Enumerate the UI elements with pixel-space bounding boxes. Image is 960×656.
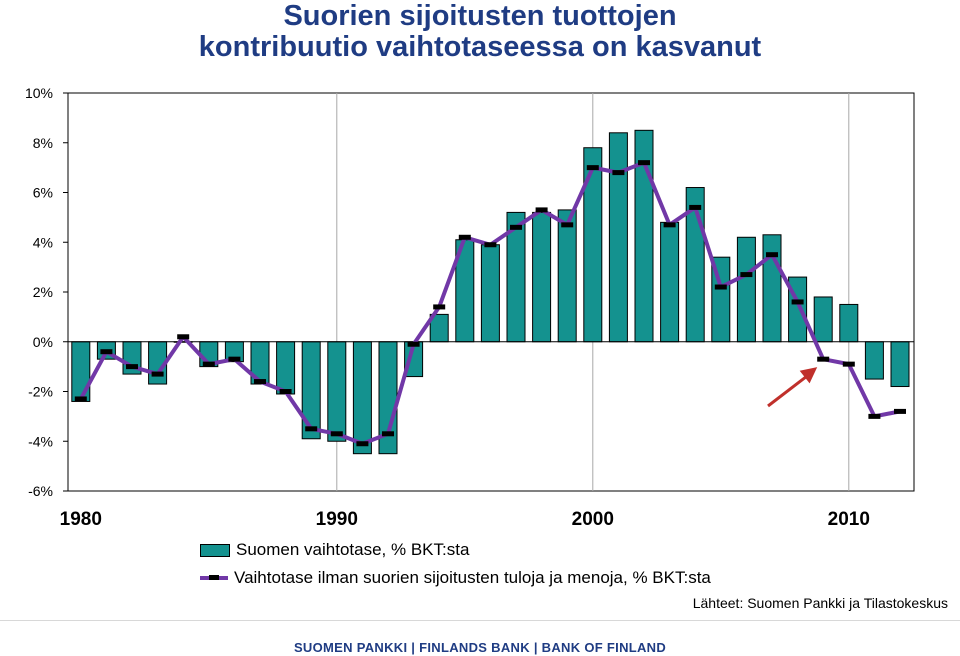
footer: SUOMEN PANKKI | FINLANDS BANK | BANK OF …	[0, 620, 960, 656]
x-tick-label: 1990	[316, 509, 358, 530]
line-marker-2007	[766, 252, 778, 258]
bar-2010	[839, 303, 859, 343]
line-marker-1984	[177, 334, 190, 340]
bar-2006	[736, 236, 756, 343]
x-tick-label: 1980	[60, 509, 102, 530]
line-marker-1991	[356, 441, 369, 447]
line-marker-2000	[586, 165, 599, 171]
bar-1989	[301, 341, 321, 440]
line-marker-2005	[714, 284, 727, 290]
bar-1980	[71, 341, 91, 402]
legend-swatch-bar	[200, 543, 230, 557]
line-marker-2001	[612, 170, 625, 176]
line-marker-1992	[382, 431, 394, 437]
legend-label-bar: Suomen vaihtotase, % BKT:sta	[236, 540, 470, 559]
line-marker-1985	[202, 361, 215, 367]
legend-item-bar: Suomen vaihtotase, % BKT:sta	[200, 536, 711, 564]
bar-1991	[352, 341, 372, 455]
annotation-arrow-shaft	[767, 373, 810, 408]
bar-1999	[557, 209, 577, 343]
line-marker-1981	[100, 349, 113, 355]
line-marker-1990	[330, 431, 343, 437]
y-tick-label: -6%	[28, 483, 53, 499]
line-marker-1980	[74, 396, 87, 402]
x-tick-label: 2010	[828, 509, 870, 530]
chart-area: 10% 8% 6% 4% 2% 0% -2% -4% -6% 1980 1990 2000 2010	[25, 85, 915, 530]
line-marker-1996	[484, 242, 497, 248]
x-tick-label: 2000	[572, 509, 614, 530]
line-marker-2010	[842, 361, 855, 367]
y-tick-label: 6%	[33, 185, 53, 201]
line-marker-1999	[561, 222, 574, 228]
line-marker-2004	[689, 204, 702, 210]
y-tick-label: 8%	[33, 135, 53, 151]
y-tick-label: 0%	[33, 334, 53, 350]
line-marker-2006	[740, 272, 753, 278]
line-marker-1995	[458, 234, 471, 240]
y-tick-label: -4%	[28, 433, 53, 449]
bar-2009	[813, 296, 833, 343]
bar-2011	[864, 341, 884, 380]
bar-2007	[762, 234, 782, 343]
annotation-arrow-head	[799, 367, 818, 384]
line-marker-1997	[510, 224, 522, 230]
y-tick-label: 10%	[25, 85, 53, 101]
line-marker-2009	[817, 356, 830, 362]
chart-title-line1: Suorien sijoitusten tuottojen	[283, 0, 677, 32]
line-marker-1998	[535, 207, 548, 213]
line-marker-1987	[254, 379, 266, 385]
line-marker-2011	[868, 413, 881, 419]
line-marker-2012	[894, 408, 906, 414]
line-marker-1982	[126, 364, 138, 370]
line-marker-1993	[407, 341, 420, 347]
line-marker-1989	[305, 426, 318, 432]
legend: Suomen vaihtotase, % BKT:sta Vaihtotase …	[200, 536, 711, 592]
footer-divider	[0, 620, 960, 621]
line-marker-1988	[279, 389, 292, 394]
y-tick-label: -2%	[28, 384, 53, 400]
plot-area: 10% 8% 6% 4% 2% 0% -2% -4% -6% 1980 1990 2000 2010	[25, 85, 915, 530]
line-marker-1986	[228, 356, 241, 362]
legend-item-line: Vaihtotase ilman suorien sijoitusten tul…	[200, 564, 711, 592]
y-tick-label: 2%	[33, 284, 53, 300]
chart-title: Suorien sijoitusten tuottojen kontribuut…	[0, 0, 960, 63]
bar-1996	[480, 244, 500, 343]
footer-text: SUOMEN PANKKI | FINLANDS BANK | BANK OF …	[293, 640, 667, 655]
bar-1998	[532, 211, 552, 343]
bar-1988	[276, 341, 296, 395]
line-marker-1983	[151, 371, 164, 377]
chart-title-line2: kontribuutio vaihtotaseessa on kasvanut	[198, 31, 762, 63]
legend-swatch-line	[200, 575, 228, 580]
line-marker-2003	[663, 222, 676, 228]
y-tick-label: 4%	[33, 234, 53, 250]
bar-2012	[890, 341, 910, 388]
bar-2003	[660, 221, 680, 343]
legend-label-line: Vaihtotase ilman suorien sijoitusten tul…	[234, 568, 711, 587]
bar-2001	[608, 132, 628, 343]
source-note: Lähteet: Suomen Pankki ja Tilastokeskus	[692, 595, 948, 611]
bar-1990	[327, 341, 347, 442]
line-marker-2008	[791, 299, 804, 305]
line-marker-1994	[433, 304, 446, 310]
line-marker-2002	[638, 160, 650, 166]
